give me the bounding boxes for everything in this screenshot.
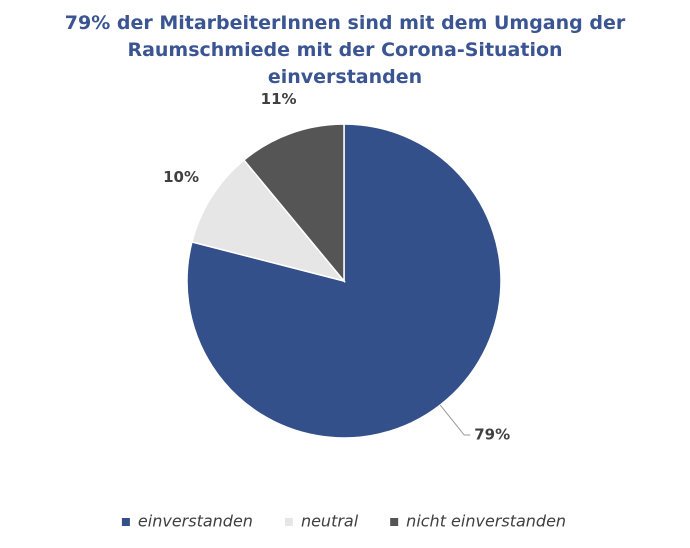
pie-slice <box>191 158 347 283</box>
data-label: 11% <box>261 90 297 108</box>
pie-slice <box>242 123 345 284</box>
legend-swatch <box>284 518 293 526</box>
leader-line <box>439 404 471 436</box>
data-label: 79% <box>474 426 510 444</box>
legend-label: nicht einverstanden <box>406 512 566 531</box>
legend-swatch <box>390 518 399 526</box>
data-label: 10% <box>163 168 199 186</box>
legend-label: einverstanden <box>138 512 253 531</box>
chart-title: 79% der MitarbeiterInnen sind mit dem Um… <box>64 12 626 88</box>
legend-swatch <box>121 518 130 526</box>
pie-slice <box>186 123 502 439</box>
legend-label: neutral <box>301 512 359 531</box>
